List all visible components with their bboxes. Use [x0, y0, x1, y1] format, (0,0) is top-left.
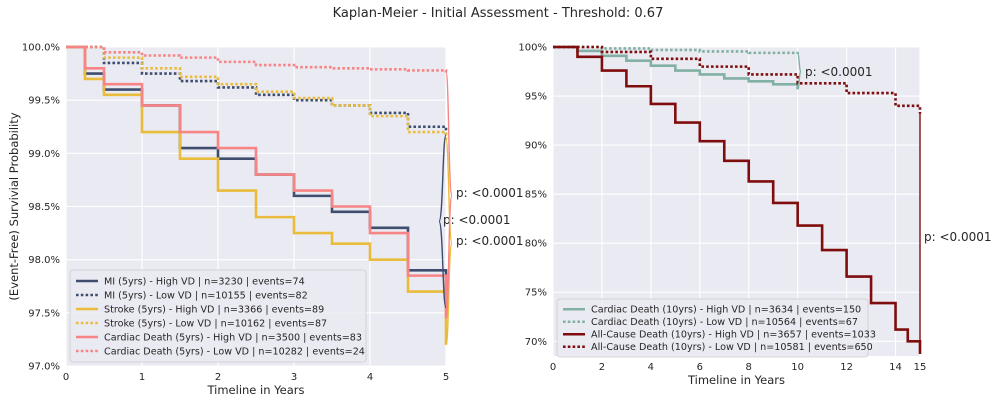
y-tick-label: 97.5%: [28, 308, 60, 319]
p-value-bracket: [438, 134, 447, 309]
y-tick-label: 75%: [525, 288, 547, 299]
series-line: [66, 45, 448, 141]
x-tick-label: 12: [840, 362, 853, 373]
series-line: [66, 45, 448, 73]
legend-entry: Cardiac Death (10yrs) - Low VD | n=10564…: [591, 317, 858, 328]
series-line: [66, 45, 448, 319]
p-value-label: p: <0.0001: [443, 213, 511, 227]
p-value-label: p: <0.0001: [924, 230, 992, 244]
y-tick-label: 90%: [525, 141, 547, 152]
p-value-bracket: [445, 139, 453, 346]
legend-entry: Cardiac Death (10yrs) - High VD | n=3634…: [591, 305, 861, 316]
x-tick-label: 2: [599, 362, 605, 373]
x-tick-label: 1: [139, 372, 145, 383]
series-line: [553, 45, 922, 114]
series-line: [66, 45, 448, 345]
p-value-label: p: <0.0001: [456, 186, 524, 200]
y-tick-label: 97.0%: [28, 362, 60, 373]
y-tick-label: 95%: [525, 92, 547, 103]
p-value-label: p: <0.0001: [805, 65, 873, 79]
legend-entry: Cardiac Death (5yrs) - High VD | n=3500 …: [104, 332, 362, 343]
x-tick-label: 4: [648, 362, 654, 373]
x-tick-label: 0: [63, 372, 69, 383]
series-line: [66, 45, 448, 136]
series-line: [553, 45, 922, 355]
legend-entry: Stroke (5yrs) - Low VD | n=10162 | event…: [104, 318, 327, 329]
x-axis-label: Timeline in Years: [687, 373, 785, 387]
x-axis-label: Timeline in Years: [206, 383, 304, 397]
y-axis-label: (Event-Free) Survivial Probability: [7, 112, 21, 300]
p-value-bracket: [445, 71, 453, 319]
x-tick-label: 6: [697, 362, 703, 373]
legend-entry: Cardiac Death (5yrs) - Low VD | n=10282 …: [104, 346, 365, 357]
legend-entry: All-Cause Death (10yrs) - Low VD | n=105…: [591, 342, 873, 353]
legend-box: [69, 269, 367, 363]
p-value-bracket: [796, 53, 802, 90]
legend-entry: All-Cause Death (10yrs) - High VD | n=36…: [591, 330, 876, 341]
y-tick-label: 85%: [525, 190, 547, 201]
y-tick-label: 99.0%: [28, 149, 60, 160]
x-tick-label: 3: [291, 372, 297, 383]
x-tick-label: 10: [791, 362, 804, 373]
legend-entry: Stroke (5yrs) - High VD | n=3366 | event…: [104, 304, 324, 315]
left-panel: 97.0% 97.5% 98.0% 98.5% 99.0% 99.5% 100.0% 0 1 2 3…: [7, 43, 524, 398]
x-tick-label: 14: [889, 362, 902, 373]
legend-entry: MI (5yrs) - Low VD | n=10155 | events=82: [104, 290, 308, 301]
p-value-label: p: <0.0001: [456, 234, 524, 248]
y-tick-label: 98.0%: [28, 255, 60, 266]
y-tick-label: 100%: [518, 43, 547, 54]
y-tick-label: 100.0%: [22, 43, 60, 54]
x-tick-label: 4: [367, 372, 373, 383]
x-tick-label: 15: [914, 362, 927, 373]
legend-box: [556, 298, 869, 358]
y-tick-label: 70%: [525, 337, 547, 348]
y-tick-label: 98.5%: [28, 202, 60, 213]
x-tick-label: 5: [443, 372, 449, 383]
x-tick-label: 8: [746, 362, 752, 373]
y-tick-label: 99.5%: [28, 96, 60, 107]
figure-title: Kaplan-Meier - Initial Assessment - Thre…: [333, 6, 664, 21]
x-tick-label: 0: [550, 362, 556, 373]
right-panel: 70% 75% 80% 85% 90% 95% 100% 0 2 4 6 8 10 12 14 15 Timel…: [518, 43, 991, 388]
y-tick-label: 80%: [525, 239, 547, 250]
legend-entry: MI (5yrs) - High VD | n=3230 | events=74: [104, 276, 305, 287]
x-tick-label: 2: [215, 372, 221, 383]
